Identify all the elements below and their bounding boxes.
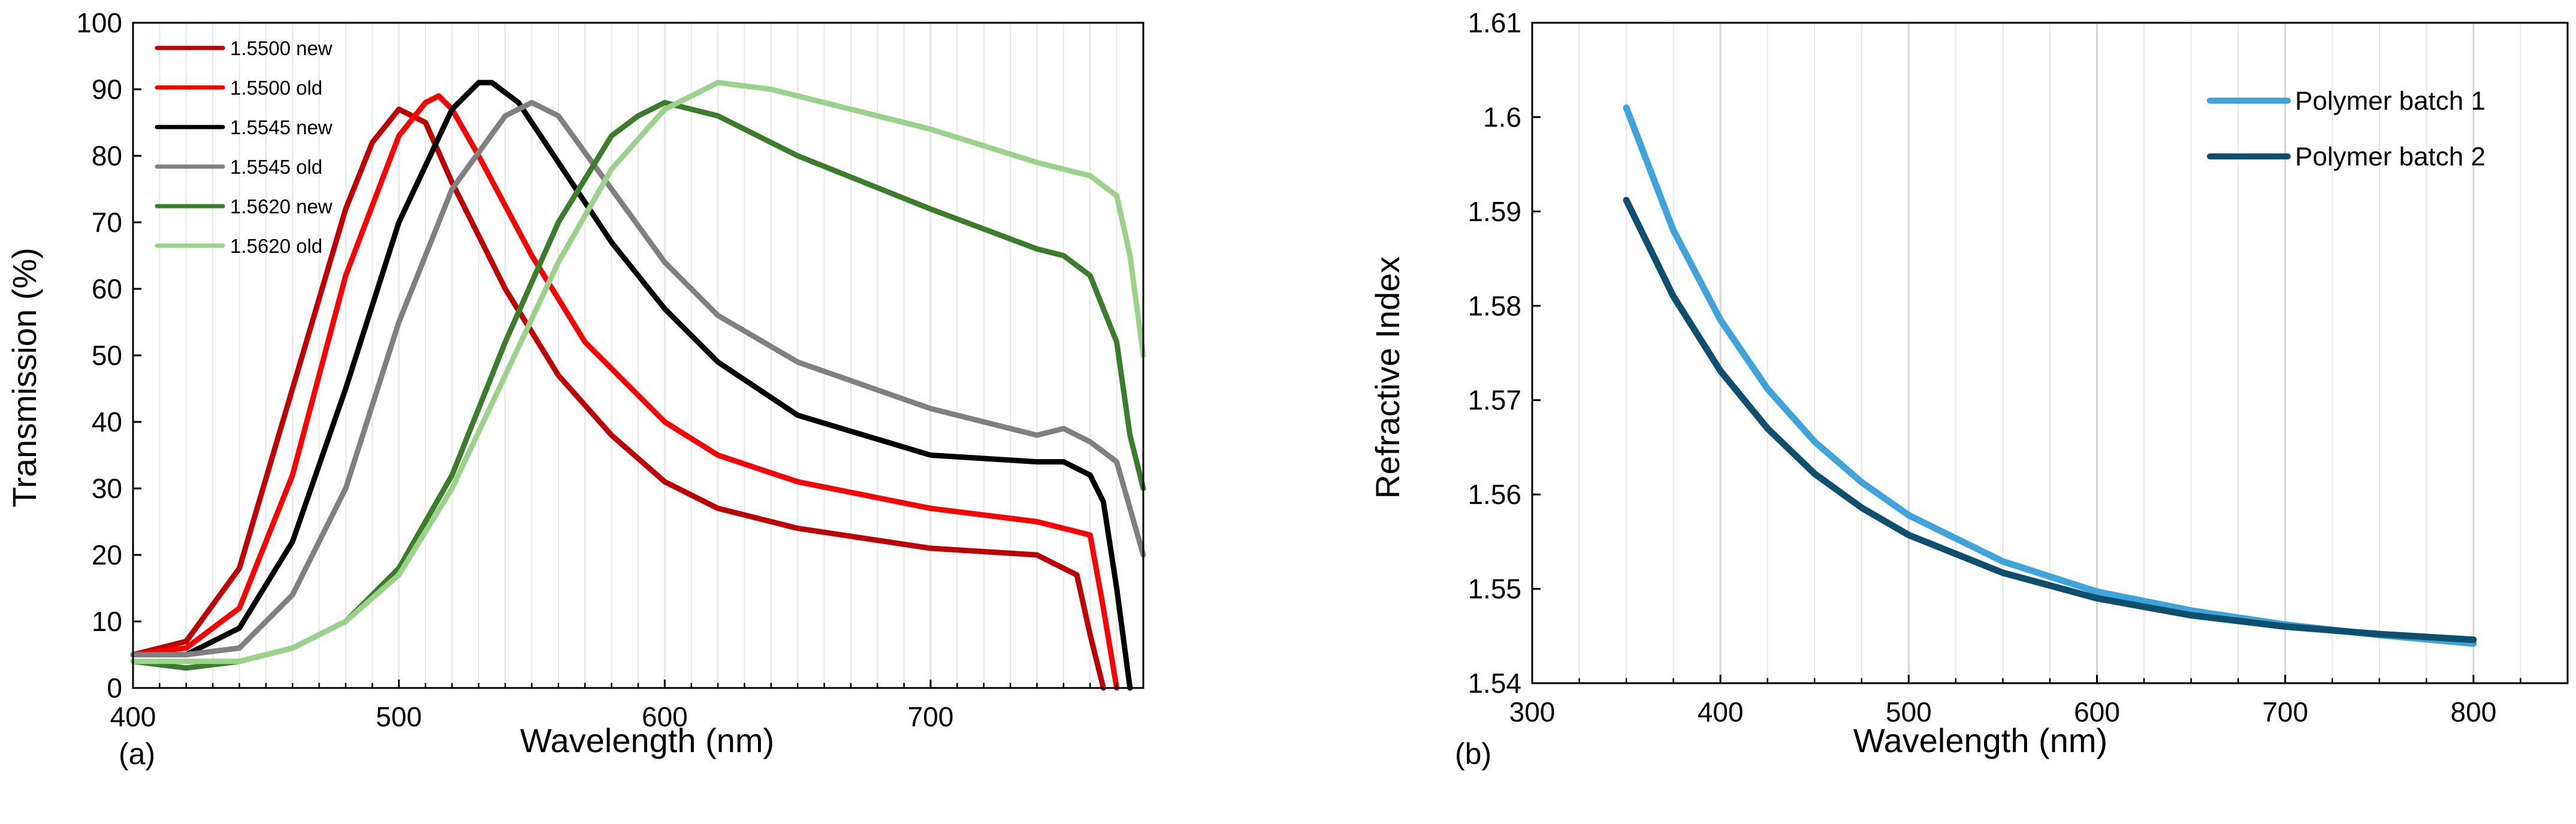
chart-a-y-tick-label: 0	[107, 672, 122, 704]
chart-a-y-tick-label: 30	[92, 473, 122, 504]
chart-a-x-tick-label: 400	[110, 701, 156, 732]
chart-a-series-1-5620-old	[130, 80, 1146, 665]
chart-b-y-tick-label: 1.58	[1467, 290, 1521, 321]
chart-a-y-tick-label: 70	[92, 207, 122, 238]
chart-b-legend-label: Polymer batch 1	[2295, 86, 2486, 116]
chart-a-legend-label: 1.5620 old	[230, 235, 322, 257]
chart-b-y-tick-label: 1.55	[1467, 574, 1521, 605]
chart-b-y-tick-label: 1.59	[1467, 196, 1521, 227]
chart-b-series-polymer-batch-2	[1623, 197, 2477, 644]
chart-b-grid	[1578, 23, 2521, 683]
chart-a-y-tick-label: 40	[92, 406, 122, 437]
chart-a-x-tick-label: 700	[908, 701, 954, 732]
chart-a-panel-label: (a)	[119, 737, 155, 771]
chart-a-legend-item[interactable]: 1.5545 old	[155, 156, 322, 178]
chart-a-legend-item[interactable]: 1.5500 new	[155, 37, 333, 59]
chart-a-series-1-5500-old	[130, 93, 1120, 691]
chart-b-ticks: 300 400 500 600 700 800 1.54 1.55 1.56 1.57 1.58 1.…	[1467, 7, 2496, 728]
chart-a-y-tick-label: 50	[92, 340, 122, 371]
chart-b-legend[interactable]: Polymer batch 1 Polymer batch 2	[2207, 86, 2486, 171]
chart-a-x-axis-title: Wavelength (nm)	[520, 722, 774, 759]
chart-a-legend-label: 1.5545 old	[230, 156, 322, 178]
chart-a-x-tick-label: 500	[376, 701, 422, 732]
chart-b: 300 400 500 600 700 800 1.54 1.55 1.56 1.57 1.58 1.…	[1369, 7, 2569, 771]
chart-b-y-tick-label: 1.61	[1467, 7, 1521, 38]
chart-a-series-1-5500-new	[130, 106, 1106, 691]
chart-a-axes	[132, 22, 1144, 689]
chart-a-grid	[159, 23, 1118, 688]
chart-b-panel-label: (b)	[1455, 737, 1491, 771]
chart-b-x-tick-label: 600	[2074, 696, 2120, 728]
chart-a-legend-item[interactable]: 1.5620 old	[155, 235, 322, 257]
chart-b-y-tick-label: 1.56	[1467, 479, 1521, 510]
chart-a-y-tick-label: 20	[92, 539, 122, 571]
chart-a-y-tick-label: 90	[92, 74, 122, 105]
chart-b-y-tick-label: 1.57	[1467, 385, 1521, 416]
chart-b-y-tick-label: 1.6	[1483, 101, 1521, 132]
chart-b-x-tick-label: 300	[1509, 696, 1556, 728]
chart-a-y-tick-label: 80	[92, 140, 122, 171]
chart-b-x-tick-label: 800	[2451, 696, 2497, 728]
chart-b-x-tick-label: 500	[1886, 696, 1932, 728]
chart-a-y-tick-label: 10	[92, 606, 122, 637]
chart-a-x-tick-label: 600	[642, 701, 688, 732]
chart-a-legend-label: 1.5620 new	[230, 195, 333, 218]
chart-a-series	[130, 80, 1146, 691]
chart-a-legend-label: 1.5500 old	[230, 77, 322, 99]
chart-a-series-1-5545-old	[130, 99, 1146, 657]
chart-b-y-tick-label: 1.54	[1467, 668, 1521, 699]
chart-b-legend-label: Polymer batch 2	[2295, 142, 2486, 171]
chart-a: 400 500 600 700 0 10 20 30 40 50 60 70 80 90 100 Wavel…	[5, 7, 1146, 771]
chart-a-legend-item[interactable]: 1.5620 new	[155, 195, 333, 218]
chart-a-legend-item[interactable]: 1.5500 old	[155, 77, 322, 99]
chart-b-x-tick-label: 400	[1698, 696, 1744, 728]
chart-a-y-tick-label: 100	[76, 7, 122, 38]
chart-a-ticks: 400 500 600 700 0 10 20 30 40 50 60 70 80 90 100	[76, 7, 953, 732]
chart-b-x-tick-label: 700	[2262, 696, 2308, 728]
chart-a-series-1-5545-new	[130, 80, 1133, 691]
chart-b-series	[1623, 104, 2477, 647]
chart-a-legend[interactable]: 1.5500 new 1.5500 old 1.5545 new 1.5545 old…	[155, 37, 333, 257]
chart-a-legend-item[interactable]: 1.5545 new	[155, 116, 333, 138]
chart-a-legend-label: 1.5545 new	[230, 116, 333, 138]
chart-a-y-tick-label: 60	[92, 273, 122, 304]
chart-a-y-axis-title: Transmission (%)	[5, 247, 43, 508]
chart-b-legend-item[interactable]: Polymer batch 2	[2207, 142, 2486, 171]
chart-a-legend-label: 1.5500 new	[230, 37, 333, 59]
chart-b-y-axis-title: Refractive Index	[1369, 256, 1406, 499]
chart-b-axes	[1531, 22, 2569, 684]
chart-b-legend-item[interactable]: Polymer batch 1	[2207, 86, 2486, 116]
chart-b-x-axis-title: Wavelength (nm)	[1853, 722, 2107, 759]
